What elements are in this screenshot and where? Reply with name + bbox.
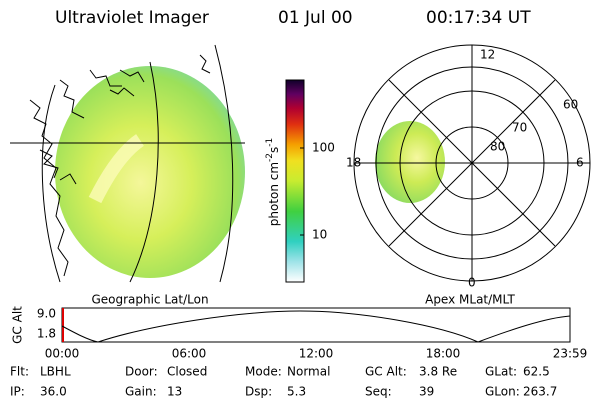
colorbar-tick-label: 10	[312, 228, 327, 242]
field-label: Seq:	[365, 385, 392, 399]
time: 00:17:34 UT	[426, 8, 531, 28]
mlat-label: 70	[512, 121, 527, 135]
mlt-label: 0	[468, 276, 476, 290]
alt-xtick: 06:00	[172, 347, 207, 361]
colorbar	[285, 79, 305, 283]
field-value: 5.3	[287, 385, 306, 399]
field-label: IP:	[10, 385, 25, 399]
alt-xtick: 23:59	[553, 347, 588, 361]
alt-ytick: 9.0	[37, 307, 56, 321]
field-label: GLon:	[485, 385, 520, 399]
alt-xtick: 00:00	[45, 347, 80, 361]
geo-label: Geographic Lat/Lon	[91, 293, 208, 307]
field-value: 36.0	[40, 385, 67, 399]
alt-ytick: 1.8	[37, 327, 56, 341]
geo-image	[10, 44, 245, 283]
field-value: LBHL	[40, 365, 71, 379]
field-label: GLat:	[485, 365, 517, 379]
alt-curve	[61, 310, 571, 343]
field-label: GC Alt:	[365, 365, 407, 379]
field-value: Closed	[167, 365, 207, 379]
field-label: Dsp:	[245, 385, 272, 399]
mlat-label: 80	[490, 140, 505, 154]
polar-grid	[353, 44, 591, 282]
date: 01 Jul 00	[278, 8, 353, 28]
alt-xtick: 18:00	[426, 347, 461, 361]
field-label: Mode:	[245, 365, 282, 379]
field-value: 39	[419, 385, 434, 399]
mlt-label: 12	[480, 48, 495, 62]
field-value: 13	[167, 385, 182, 399]
alt-ylabel: GC Alt	[11, 306, 25, 344]
colorbar-tick-label: 100	[312, 141, 335, 155]
alt-xtick: 12:00	[299, 347, 334, 361]
mlt-label: 18	[346, 156, 361, 170]
field-value: 62.5	[523, 365, 550, 379]
field-label: Door:	[125, 365, 158, 379]
field-label: Gain:	[125, 385, 157, 399]
field-value: 3.8 Re	[419, 365, 457, 379]
polar-label: Apex MLat/MLT	[425, 293, 515, 307]
instrument: Ultraviolet Imager	[55, 8, 209, 28]
mlt-label: 6	[576, 156, 584, 170]
mlat-label: 60	[563, 98, 578, 112]
alt-plot-frame	[61, 307, 571, 343]
field-value: 263.7	[523, 385, 557, 399]
colorbar-unit: photon cm-2s-1	[265, 138, 281, 227]
field-value: Normal	[287, 365, 330, 379]
field-label: Flt:	[10, 365, 29, 379]
